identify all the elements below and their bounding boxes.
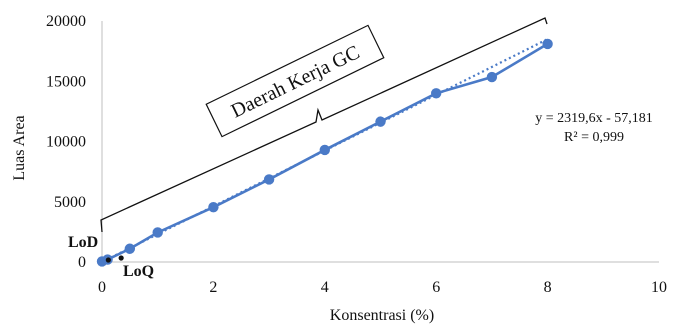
y-tick-labels: 0 5000 10000 15000 20000 [46,13,86,271]
data-point [319,144,330,156]
x-tick-labels: 0 2 4 6 8 10 [98,279,667,296]
y-tick-label: 0 [78,254,86,271]
x-tick-label: 0 [98,279,106,296]
x-tick-label: 4 [321,279,329,296]
trendline-equation: y = 2319,6x - 57,181 [535,111,653,126]
y-tick-label: 10000 [46,134,86,151]
x-tick-label: 6 [432,279,440,296]
data-point [208,201,219,213]
data-point [124,243,136,254]
series-points [96,38,553,267]
linear-trendline [101,38,549,263]
trendline-r-squared: R² = 0,999 [564,130,624,145]
working-range-label-box [205,24,385,138]
data-point [542,38,553,50]
lod-marker [105,257,111,263]
data-point [375,116,386,127]
y-axis-title: Luas Area [11,115,28,180]
data-point [431,88,442,99]
data-point [263,174,275,185]
working-range-bracket [100,17,548,233]
y-tick-label: 15000 [46,73,86,90]
x-axis-title: Konsentrasi (%) [330,307,434,324]
y-tick-label: 5000 [54,194,86,211]
x-tick-label: 2 [209,279,217,296]
lod-label: LoD [68,234,98,251]
data-point [152,227,163,238]
y-tick-label: 20000 [46,13,86,30]
x-tick-label: 10 [651,279,667,296]
data-point [486,71,498,83]
loq-marker [118,255,124,261]
loq-label: LoQ [123,263,154,280]
x-tick-label: 8 [544,279,552,296]
